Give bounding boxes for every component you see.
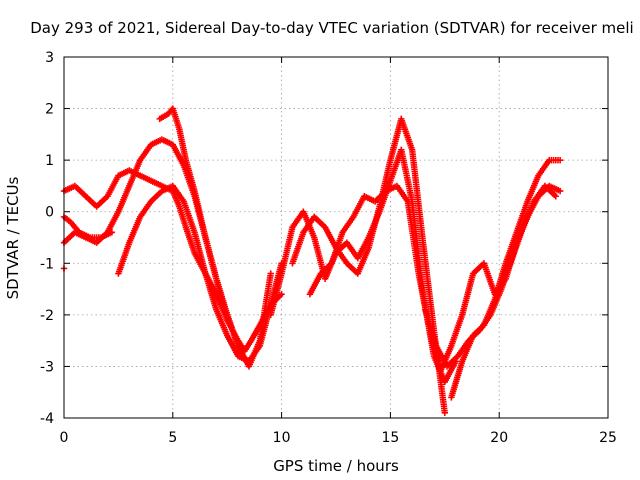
y-tick-label: 2 xyxy=(45,102,54,118)
data-point xyxy=(234,342,242,349)
series-track-10 xyxy=(60,213,116,241)
data-point xyxy=(556,187,564,195)
data-point xyxy=(278,291,285,298)
y-tick-label: 1 xyxy=(45,153,54,169)
x-tick-label: 0 xyxy=(60,430,69,446)
x-tick-label: 20 xyxy=(490,430,508,446)
x-tick-label: 15 xyxy=(381,430,399,446)
x-axis-label: GPS time / hours xyxy=(273,457,399,475)
y-axis-label: SDTVAR / TECUs xyxy=(4,176,22,299)
plot-frame xyxy=(63,56,609,419)
data-point xyxy=(441,409,448,417)
y-tick-label: -1 xyxy=(40,256,54,272)
data-point xyxy=(556,156,564,164)
grid xyxy=(64,57,608,418)
x-tick-label: 10 xyxy=(273,430,291,446)
data-point xyxy=(267,270,274,277)
chart-title: Day 293 of 2021, Sidereal Day-to-day VTE… xyxy=(30,19,633,37)
series-track-4 xyxy=(156,105,242,349)
y-tick-label: 3 xyxy=(45,50,54,66)
y-tick-label: -4 xyxy=(40,411,54,427)
data-points xyxy=(60,105,564,417)
series-track-9 xyxy=(422,182,559,370)
data-point xyxy=(108,229,116,236)
y-tick-label: -3 xyxy=(40,359,54,375)
y-tick-label: -2 xyxy=(40,308,54,324)
x-tick-label: 25 xyxy=(599,430,617,446)
series-track-6 xyxy=(289,115,448,417)
y-tick-label: 0 xyxy=(45,205,54,221)
series-track-2 xyxy=(60,136,274,370)
data-point xyxy=(552,193,559,200)
x-tick-label: 5 xyxy=(168,430,177,446)
